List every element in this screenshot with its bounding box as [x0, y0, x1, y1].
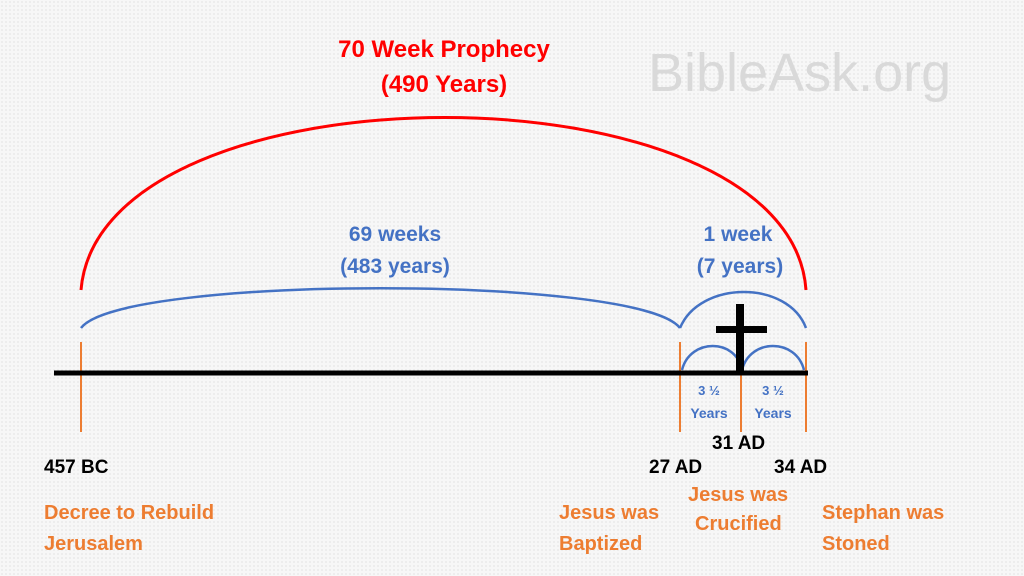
cross-icon — [716, 304, 767, 374]
date-34ad: 34 AD — [774, 457, 828, 478]
half-week-arc-right — [740, 344, 806, 371]
one-week-arc — [678, 290, 808, 329]
event-stoned-line1: Stephan was — [822, 502, 945, 524]
event-decree-line2: Jerusalem — [44, 533, 143, 555]
event-baptized-line1: Jesus was — [559, 502, 660, 524]
event-stoned-line2: Stoned — [822, 533, 890, 555]
event-crucified-line1: Jesus was — [688, 484, 789, 506]
half-week-left-value: 3 ½ — [698, 383, 720, 398]
sixty-nine-week-arc — [79, 287, 681, 329]
sixty-nine-weeks-years: (483 years) — [340, 255, 450, 278]
half-week-arc-left — [680, 344, 744, 371]
one-week-label: 1 week — [703, 223, 773, 246]
event-baptized-line2: Baptized — [559, 533, 643, 555]
half-week-right-unit: Years — [754, 405, 792, 421]
half-week-left-unit: Years — [690, 405, 728, 421]
half-week-right-value: 3 ½ — [762, 383, 784, 398]
prophecy-title: 70 Week Prophecy — [338, 36, 550, 63]
date-27ad: 27 AD — [649, 457, 703, 478]
date-457bc: 457 BC — [44, 457, 109, 478]
event-decree-line1: Decree to Rebuild — [44, 502, 215, 524]
one-week-years: (7 years) — [696, 255, 784, 278]
seventy-week-arc — [79, 116, 808, 291]
date-31ad: 31 AD — [712, 433, 766, 454]
watermark: BibleAsk.org — [648, 43, 952, 103]
prophecy-subtitle: (490 Years) — [380, 71, 508, 98]
event-crucified-line2: Crucified — [695, 513, 782, 535]
sixty-nine-weeks-label: 69 weeks — [348, 223, 442, 246]
